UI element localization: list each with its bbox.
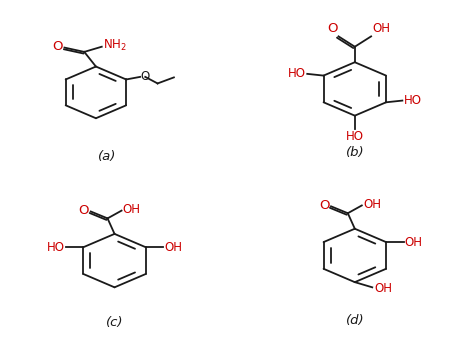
Text: (c): (c) bbox=[106, 316, 123, 329]
Text: HO: HO bbox=[403, 94, 421, 107]
Text: (d): (d) bbox=[346, 313, 364, 327]
Text: HO: HO bbox=[346, 130, 364, 143]
Text: (b): (b) bbox=[346, 146, 364, 159]
Text: HO: HO bbox=[46, 241, 64, 254]
Text: O: O bbox=[141, 70, 150, 83]
Text: (a): (a) bbox=[99, 150, 117, 163]
Text: OH: OH bbox=[405, 235, 423, 249]
Text: NH$_2$: NH$_2$ bbox=[103, 38, 127, 53]
Text: O: O bbox=[319, 199, 329, 212]
Text: HO: HO bbox=[288, 67, 306, 80]
Text: O: O bbox=[52, 40, 63, 53]
Text: OH: OH bbox=[374, 282, 392, 295]
Text: O: O bbox=[79, 204, 89, 217]
Text: OH: OH bbox=[123, 203, 141, 216]
Text: O: O bbox=[327, 22, 337, 35]
Text: OH: OH bbox=[164, 241, 182, 254]
Text: OH: OH bbox=[372, 22, 390, 35]
Text: OH: OH bbox=[363, 198, 381, 211]
